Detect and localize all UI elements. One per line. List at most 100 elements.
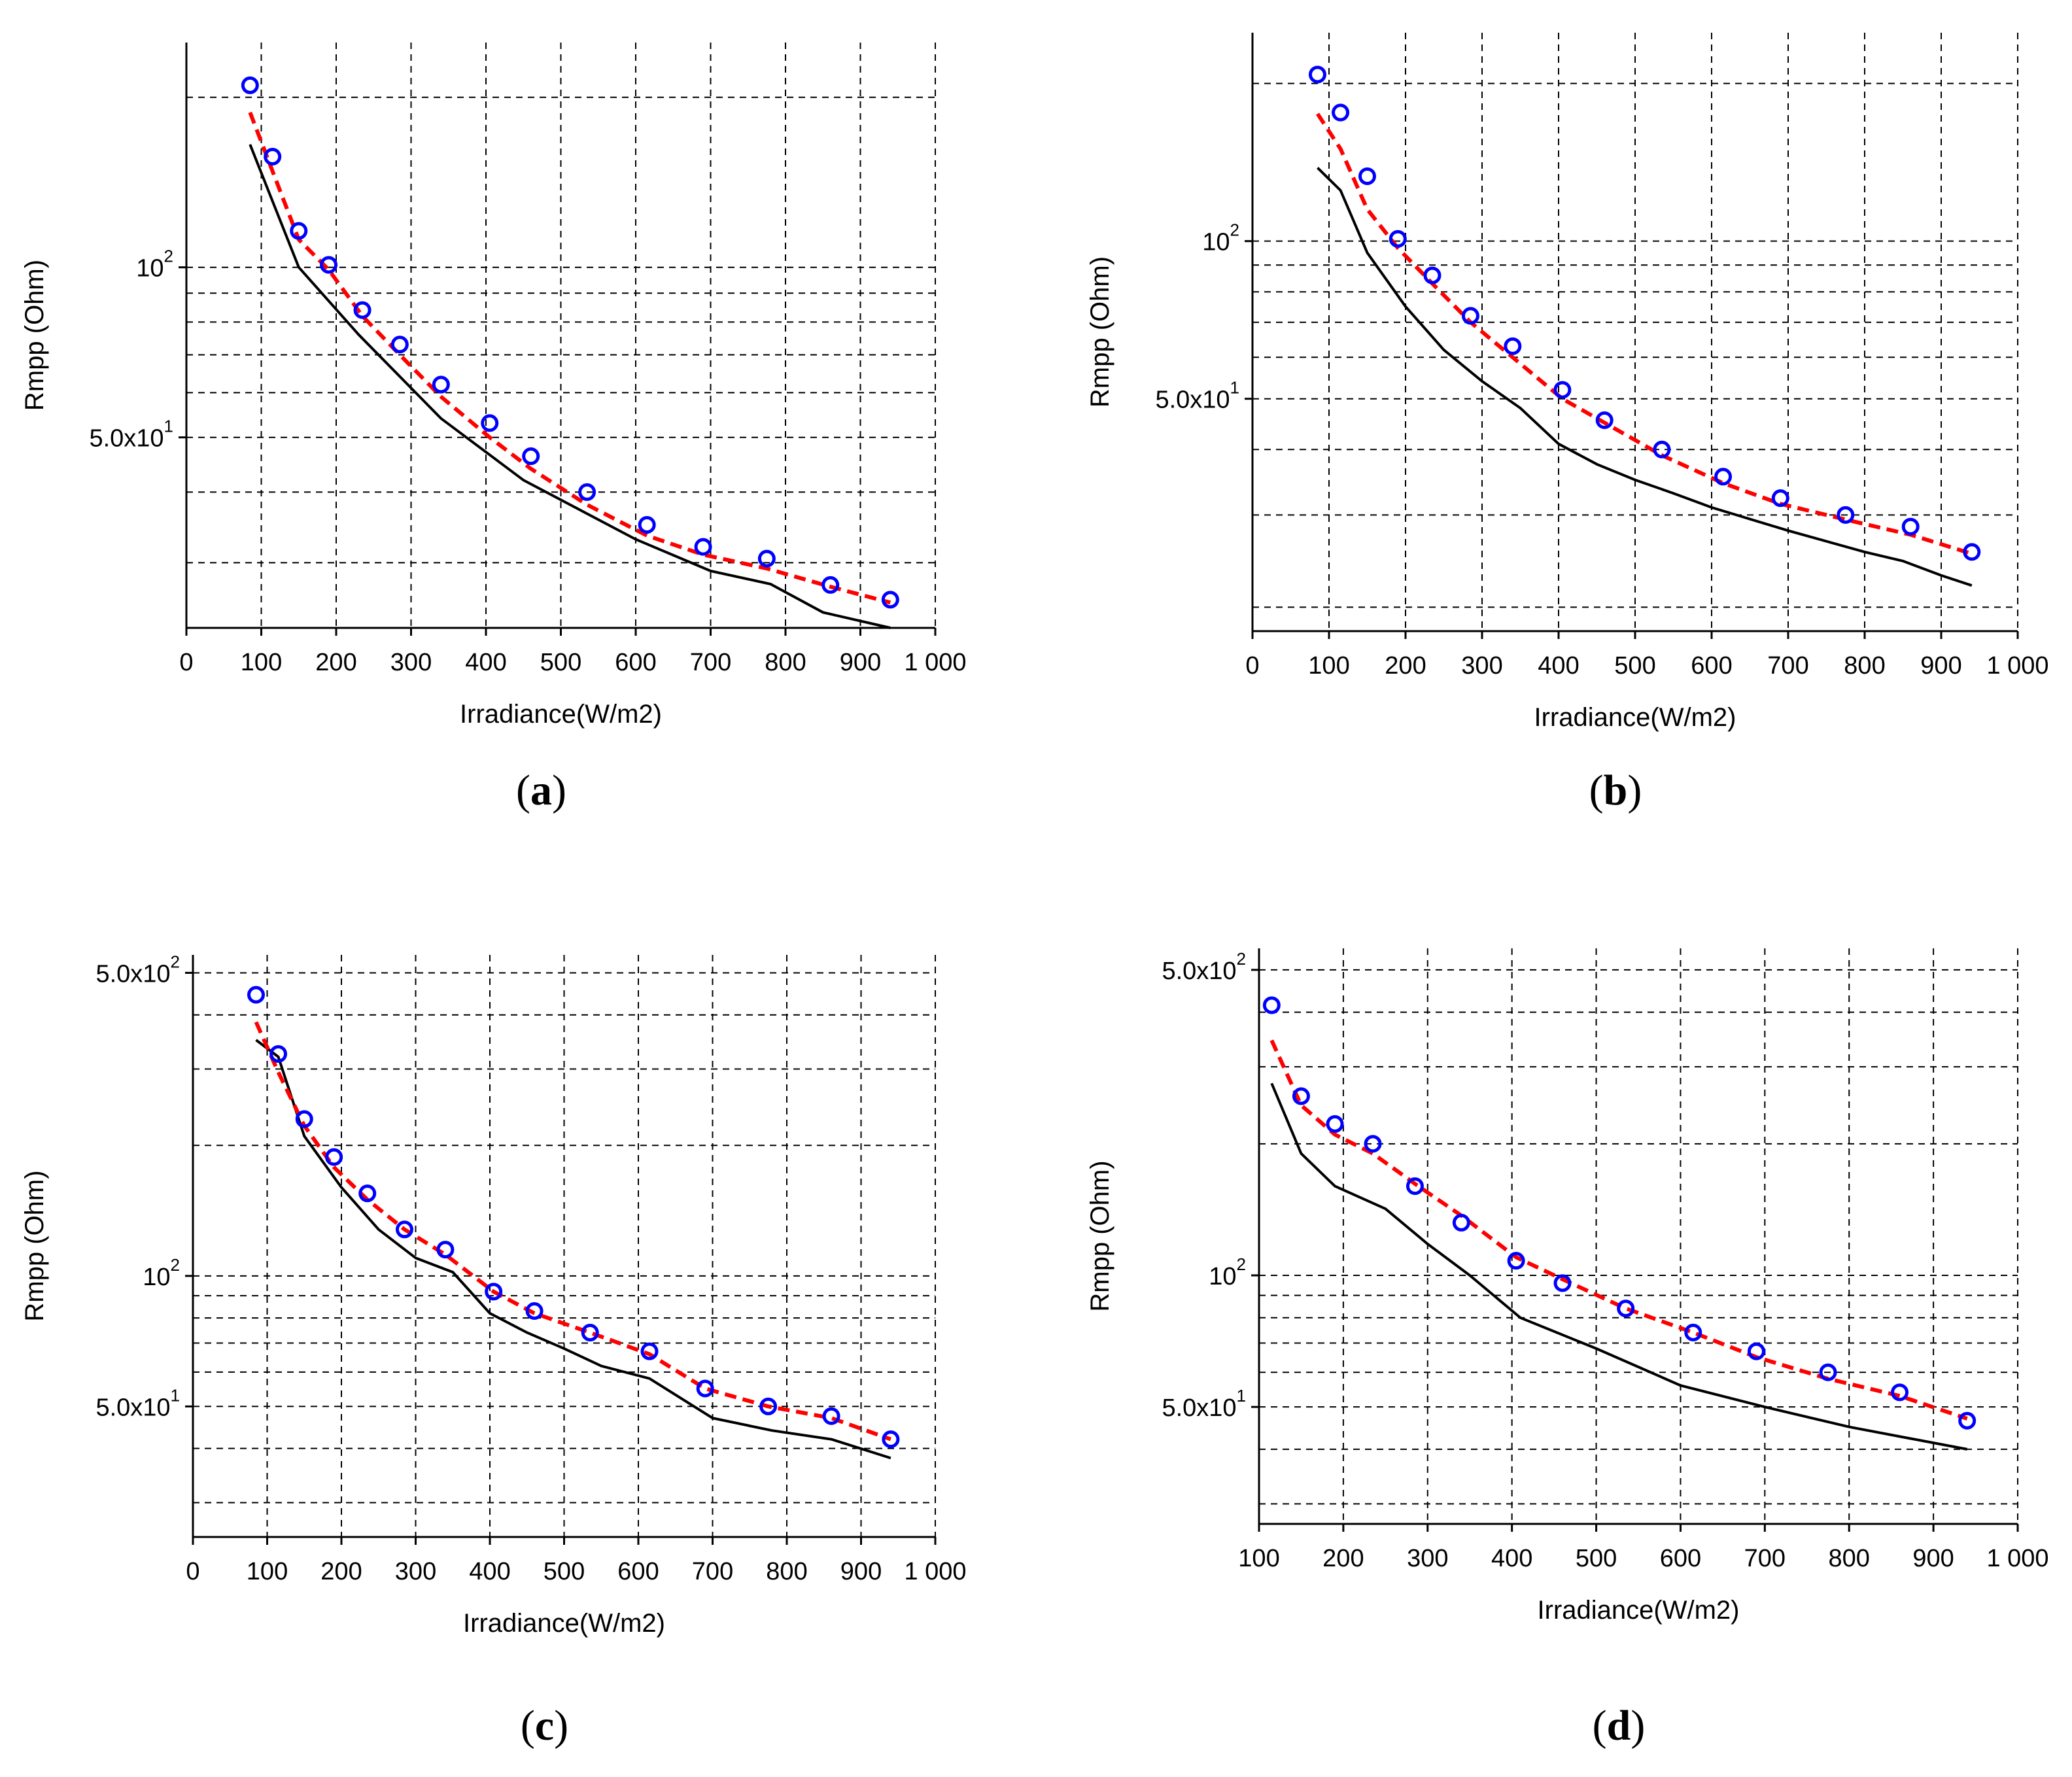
x-axis-title: Irradiance(W/m2)	[463, 1609, 665, 1638]
y-tick-label: 102	[1202, 220, 1239, 256]
x-tick-label: 0	[1245, 652, 1259, 680]
x-tick-label: 800	[1844, 652, 1885, 680]
x-axis-title: Irradiance(W/m2)	[460, 700, 662, 729]
data-point-measured	[581, 1324, 599, 1342]
x-tick-label: 1 000	[904, 649, 966, 676]
x-axis-title: Irradiance(W/m2)	[1538, 1596, 1740, 1625]
data-point-measured	[485, 1283, 503, 1301]
x-tick-label: 600	[1660, 1545, 1701, 1572]
series-line-model	[1315, 112, 1973, 556]
x-tick-label: 1 000	[1986, 1545, 2048, 1572]
x-tick-label: 300	[390, 649, 432, 676]
data-point-measured	[1507, 1252, 1525, 1270]
y-tick-label: 5.0x101	[95, 1385, 180, 1421]
data-point-measured	[320, 256, 338, 274]
y-axis-title: Rmpp (Ohm)	[1086, 1160, 1114, 1311]
data-point-measured	[1461, 307, 1479, 325]
series-line-model	[248, 111, 891, 605]
data-point-measured	[353, 301, 371, 319]
x-tick-label: 100	[247, 1558, 288, 1585]
data-point-measured	[241, 76, 259, 94]
x-tick-label: 900	[840, 1558, 882, 1585]
data-point-measured	[638, 516, 656, 534]
data-point-measured	[325, 1148, 343, 1166]
data-point-measured	[1326, 1115, 1344, 1133]
data-point-measured	[1262, 996, 1281, 1014]
data-point-measured	[1308, 65, 1326, 84]
series-line-model	[254, 1021, 891, 1441]
x-tick-label: 400	[1538, 652, 1579, 680]
data-point-measured	[1901, 517, 1920, 536]
series-line-model	[1269, 1039, 1968, 1421]
x-tick-label: 100	[1238, 1545, 1279, 1572]
data-point-measured	[1292, 1087, 1310, 1105]
x-tick-label: 500	[540, 649, 581, 676]
data-point-measured	[1364, 1135, 1382, 1153]
data-point-measured	[1595, 411, 1614, 430]
x-tick-label: 500	[544, 1558, 585, 1585]
data-point-measured	[1406, 1177, 1424, 1196]
x-tick-label: 0	[179, 649, 193, 676]
x-tick-label: 200	[1322, 1545, 1364, 1572]
x-tick-label: 700	[692, 1558, 733, 1585]
x-tick-label: 900	[1912, 1545, 1954, 1572]
data-point-measured	[247, 986, 265, 1004]
x-tick-label: 200	[315, 649, 356, 676]
data-point-measured	[640, 1342, 659, 1360]
x-tick-label: 500	[1614, 652, 1655, 680]
data-point-measured	[1958, 1411, 1977, 1430]
x-tick-label: 700	[1744, 1545, 1786, 1572]
data-point-measured	[882, 1430, 900, 1449]
x-tick-label: 900	[840, 649, 881, 676]
data-point-measured	[1891, 1383, 1909, 1402]
data-point-measured	[481, 414, 499, 432]
data-point-measured	[696, 1379, 714, 1398]
x-tick-label: 100	[1308, 652, 1349, 680]
y-tick-label: 5.0x102	[1162, 949, 1246, 985]
chart-panel-b: 0 100 200 300 400 500 600 700 800 900 1 000 102 5.0x…	[1086, 33, 2049, 814]
data-point-measured	[295, 1110, 313, 1128]
x-tick-label: 600	[617, 1558, 659, 1585]
data-point-measured	[358, 1184, 377, 1203]
data-point-measured	[821, 576, 840, 594]
x-tick-label: 400	[469, 1558, 510, 1585]
data-point-measured	[1452, 1213, 1470, 1232]
y-tick-label: 5.0x101	[1162, 1386, 1246, 1422]
y-tick-label: 102	[136, 247, 173, 283]
y-tick-label: 5.0x101	[1155, 378, 1239, 414]
data-point-measured	[1714, 468, 1733, 486]
x-tick-label: 900	[1920, 652, 1961, 680]
data-point-measured	[1504, 337, 1522, 355]
x-tick-label: 1 000	[904, 1558, 966, 1585]
data-point-measured	[390, 336, 409, 354]
series-line-simulated	[255, 1039, 891, 1460]
data-point-measured	[1771, 489, 1789, 508]
data-point-measured	[290, 222, 308, 240]
x-tick-label: 400	[465, 649, 506, 676]
data-point-measured	[759, 1397, 778, 1415]
data-point-measured	[1332, 103, 1350, 122]
data-point-measured	[522, 447, 540, 466]
data-point-measured	[1617, 1300, 1635, 1318]
x-tick-label: 200	[320, 1558, 362, 1585]
data-point-measured	[264, 148, 282, 166]
data-point-measured	[757, 549, 776, 568]
x-tick-label: 400	[1491, 1545, 1532, 1572]
x-tick-label: 100	[241, 649, 282, 676]
y-axis-title: Rmpp (Ohm)	[20, 260, 49, 411]
data-point-measured	[1358, 167, 1376, 185]
data-point-measured	[1819, 1363, 1837, 1381]
y-tick-label: 102	[1209, 1254, 1246, 1290]
y-axis-title: Rmpp (Ohm)	[20, 1170, 49, 1321]
panel-label: (b)	[1589, 767, 1642, 814]
x-tick-label: 500	[1576, 1545, 1617, 1572]
series-line-simulated	[1270, 1082, 1968, 1451]
data-point-measured	[822, 1407, 840, 1425]
x-tick-label: 800	[766, 1558, 807, 1585]
data-point-measured	[694, 538, 712, 556]
data-point-measured	[436, 1241, 455, 1259]
x-tick-label: 700	[1767, 652, 1808, 680]
x-tick-label: 1 000	[1986, 652, 2048, 680]
x-tick-label: 200	[1385, 652, 1426, 680]
